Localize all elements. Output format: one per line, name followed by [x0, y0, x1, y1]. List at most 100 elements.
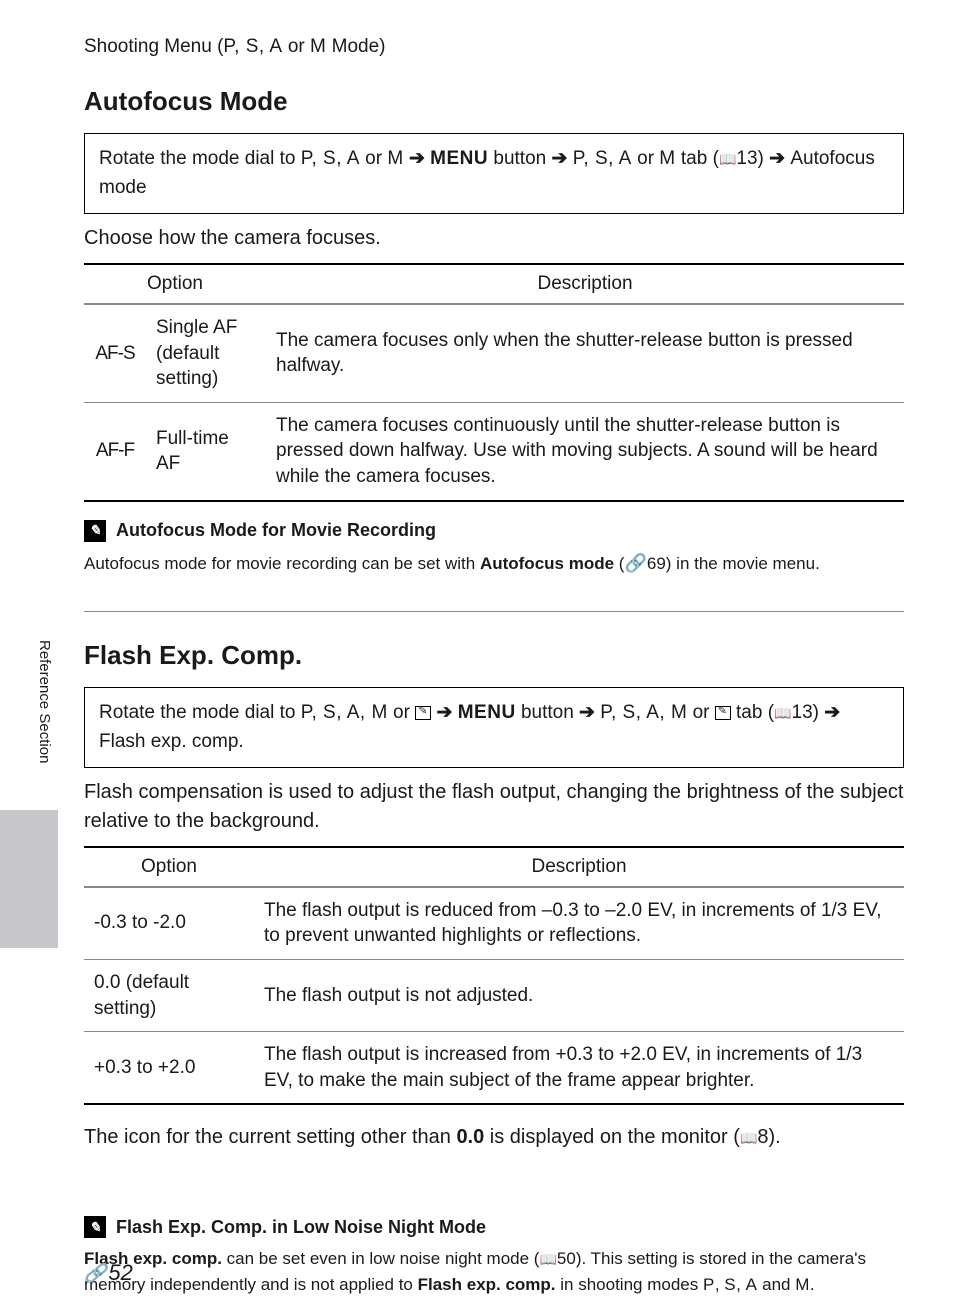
- path-ref: 13: [736, 148, 757, 169]
- table-row: AF-F Full-time AF The camera focuses con…: [84, 402, 904, 500]
- flash-after-text: The icon for the current setting other t…: [84, 1123, 904, 1152]
- autofocus-note-title: Autofocus Mode for Movie Recording: [116, 520, 436, 541]
- path-button: button: [516, 702, 574, 723]
- note-icon: ✎: [84, 520, 106, 542]
- path-or: or: [687, 702, 714, 723]
- autofocus-note-body: Autofocus mode for movie recording can b…: [84, 550, 904, 577]
- path-text: Rotate the mode dial to: [99, 148, 301, 169]
- flash-desc: The flash output is not adjusted.: [254, 959, 904, 1031]
- text: The icon for the current setting other t…: [84, 1126, 456, 1148]
- book-icon: [740, 1126, 757, 1148]
- breadcrumb-modes: P, S, A: [223, 36, 282, 57]
- breadcrumb-prefix: Shooting Menu (: [84, 36, 223, 57]
- path-modes: P, S, A: [301, 148, 360, 169]
- table-row: 0.0 (default setting) The flash output i…: [84, 959, 904, 1031]
- af-icon: AF-S: [84, 304, 146, 402]
- flash-title: Flash Exp. Comp.: [84, 640, 904, 671]
- bold: 0.0: [456, 1126, 484, 1148]
- flash-intro: Flash compensation is used to adjust the…: [84, 778, 904, 836]
- af-label: Full-time AF: [146, 402, 266, 500]
- arrow-icon: ➔: [769, 148, 790, 169]
- page-number: 🔗52: [84, 1260, 133, 1286]
- note-text: ) in the movie menu.: [666, 554, 820, 573]
- path-mode-m: M: [387, 148, 403, 169]
- breadcrumb-mode-m: M: [310, 36, 326, 57]
- af-icon: AF-F: [84, 402, 146, 500]
- flash-note-title: Flash Exp. Comp. in Low Noise Night Mode: [116, 1217, 486, 1238]
- text: .: [810, 1275, 815, 1294]
- breadcrumb-suffix: Mode): [326, 36, 385, 57]
- arrow-icon: ➔: [824, 702, 840, 723]
- side-tab: [0, 810, 58, 948]
- mode: M: [795, 1275, 810, 1294]
- note-ref: 69: [647, 554, 666, 573]
- autofocus-path-box: Rotate the mode dial to P, S, A or M ➔ M…: [84, 133, 904, 214]
- text: and: [757, 1275, 795, 1294]
- link-icon: 🔗: [84, 1263, 106, 1284]
- flash-table: Option Description -0.3 to -2.0 The flas…: [84, 846, 904, 1106]
- breadcrumb-or: or: [283, 36, 310, 57]
- note-bold: Autofocus mode: [480, 554, 614, 573]
- path-end: Flash exp. comp.: [99, 731, 244, 752]
- flash-opt: +0.3 to +2.0: [84, 1032, 254, 1105]
- note-text: (: [614, 554, 624, 573]
- th-option: Option: [84, 847, 254, 887]
- path-tab-prefix: tab (: [731, 702, 774, 723]
- flash-desc: The flash output is increased from +0.3 …: [254, 1032, 904, 1105]
- book-icon: [774, 702, 791, 723]
- mode: A: [746, 1275, 758, 1294]
- arrow-icon: ➔: [431, 702, 457, 723]
- ref: 8: [757, 1126, 768, 1148]
- autofocus-note-header: ✎ Autofocus Mode for Movie Recording: [84, 520, 904, 542]
- table-row: +0.3 to +2.0 The flash output is increas…: [84, 1032, 904, 1105]
- path-modes: P, S, A, M: [600, 702, 687, 723]
- menu-label: MENU: [458, 702, 516, 723]
- bold: Flash exp. comp.: [418, 1275, 556, 1294]
- section-divider: [84, 611, 904, 612]
- side-section-label: Reference Section: [36, 640, 53, 763]
- af-label: Single AF (default setting): [146, 304, 266, 402]
- flash-desc: The flash output is reduced from –0.3 to…: [254, 887, 904, 960]
- path-modes: P, S, A: [573, 148, 632, 169]
- path-tab-prefix: tab (: [676, 148, 719, 169]
- path-or: or: [388, 702, 415, 723]
- flash-opt: -0.3 to -2.0: [84, 887, 254, 960]
- book-icon: [539, 1249, 556, 1268]
- th-description: Description: [254, 847, 904, 887]
- text: ,: [715, 1275, 724, 1294]
- path-tab-suffix: ): [758, 148, 770, 169]
- th-option: Option: [84, 264, 266, 304]
- night-mode-icon: [715, 706, 731, 720]
- arrow-icon: ➔: [574, 702, 600, 723]
- arrow-icon: ➔: [404, 148, 430, 169]
- th-description: Description: [266, 264, 904, 304]
- table-row: -0.3 to -2.0 The flash output is reduced…: [84, 887, 904, 960]
- night-mode-icon: [415, 706, 431, 720]
- text: in shooting modes: [556, 1275, 703, 1294]
- flash-note-body: Flash exp. comp. can be set even in low …: [84, 1246, 904, 1297]
- page-number-value: 52: [108, 1260, 132, 1286]
- flash-note-header: ✎ Flash Exp. Comp. in Low Noise Night Mo…: [84, 1216, 904, 1238]
- path-modes: P, S, A, M: [301, 702, 388, 723]
- mode: P: [703, 1275, 715, 1294]
- path-or: or: [360, 148, 387, 169]
- path-mode-m: M: [659, 148, 675, 169]
- autofocus-title: Autofocus Mode: [84, 86, 904, 117]
- table-row: AF-S Single AF (default setting) The cam…: [84, 304, 904, 402]
- path-tab-suffix: ): [813, 702, 825, 723]
- flash-path-box: Rotate the mode dial to P, S, A, M or ➔ …: [84, 687, 904, 768]
- path-ref: 13: [792, 702, 813, 723]
- path-or: or: [632, 148, 659, 169]
- menu-label: MENU: [430, 148, 488, 169]
- text: ,: [736, 1275, 745, 1294]
- af-desc: The camera focuses continuously until th…: [266, 402, 904, 500]
- arrow-icon: ➔: [546, 148, 572, 169]
- note-text: Autofocus mode for movie recording can b…: [84, 554, 480, 573]
- breadcrumb: Shooting Menu (P, S, A or M Mode): [84, 36, 904, 58]
- af-desc: The camera focuses only when the shutter…: [266, 304, 904, 402]
- book-icon: [719, 148, 736, 169]
- path-text: Rotate the mode dial to: [99, 702, 301, 723]
- text: ).: [769, 1126, 781, 1148]
- ref: 50: [557, 1249, 576, 1268]
- text: can be set even in low noise night mode …: [222, 1249, 540, 1268]
